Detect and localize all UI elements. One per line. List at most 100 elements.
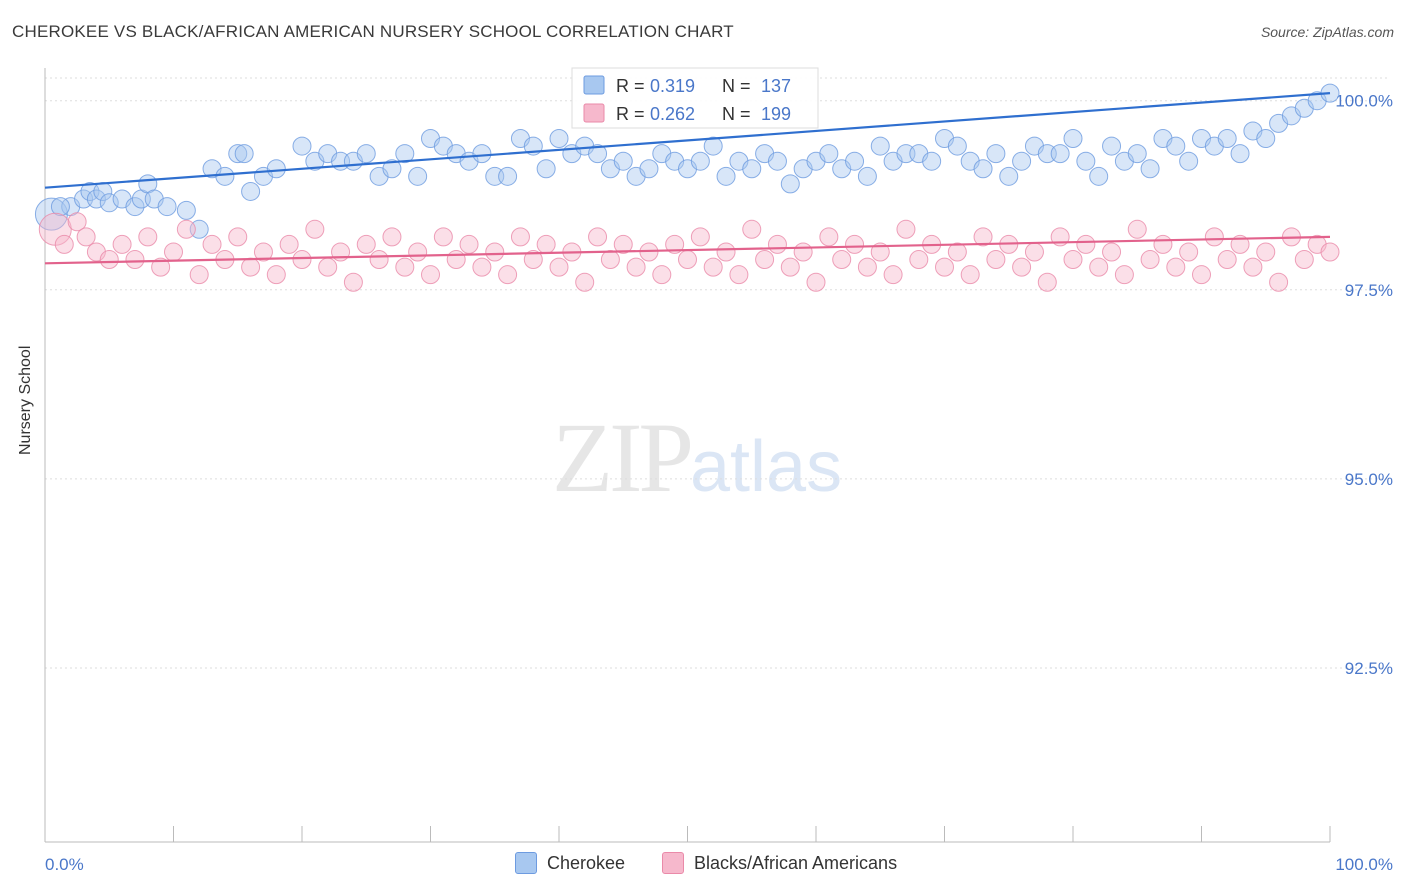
data-point-cherokee: [588, 144, 608, 164]
data-point-blacks: [1204, 227, 1224, 247]
data-point-blacks: [523, 250, 543, 270]
data-point-blacks: [780, 257, 800, 277]
data-point-cherokee: [408, 166, 428, 186]
data-point-cherokee: [780, 174, 800, 194]
data-point-cherokee: [382, 159, 402, 179]
stats-legend-swatch: [583, 103, 605, 123]
data-point-blacks: [138, 227, 158, 247]
data-point-cherokee: [613, 151, 633, 171]
data-point-cherokee: [215, 166, 235, 186]
data-point-blacks: [1076, 234, 1096, 254]
data-point-cherokee: [176, 200, 196, 220]
y-tick-label: 97.5%: [1345, 281, 1393, 300]
data-point-blacks: [896, 219, 916, 239]
data-point-blacks: [408, 242, 428, 262]
data-point-blacks: [292, 250, 312, 270]
data-point-cherokee: [234, 144, 254, 164]
data-point-blacks: [446, 250, 466, 270]
data-point-cherokee: [549, 129, 569, 149]
data-point-blacks: [343, 272, 363, 292]
stats-legend-box: [571, 67, 819, 129]
data-point-blacks: [870, 242, 890, 262]
data-point-blacks: [960, 265, 980, 285]
watermark-zip: ZIP: [552, 402, 694, 513]
data-point-blacks: [1179, 242, 1199, 262]
data-point-blacks: [99, 250, 119, 270]
data-point-cherokee: [241, 181, 261, 201]
data-point-blacks: [652, 265, 672, 285]
x-tick-label: 0.0%: [45, 855, 84, 874]
data-point-blacks: [369, 250, 389, 270]
data-point-blacks: [549, 257, 569, 277]
data-point-blacks: [112, 234, 132, 254]
data-point-blacks: [176, 219, 196, 239]
data-point-blacks: [1140, 250, 1160, 270]
data-point-blacks: [228, 227, 248, 247]
data-point-blacks: [189, 265, 209, 285]
data-point-blacks: [1243, 257, 1263, 277]
data-point-blacks: [935, 257, 954, 277]
data-point-blacks: [1217, 250, 1237, 270]
data-point-blacks: [755, 250, 775, 270]
stats-legend-r-value: 0.319: [650, 76, 695, 96]
data-point-blacks: [125, 250, 145, 270]
data-point-blacks: [54, 234, 74, 254]
data-point-blacks: [845, 234, 865, 254]
data-point-blacks: [973, 227, 993, 247]
data-point-cherokee: [742, 159, 762, 179]
data-point-blacks: [1294, 250, 1314, 270]
data-point-blacks: [382, 227, 402, 247]
data-point-cherokee: [50, 197, 70, 217]
legend-item-blacks[interactable]: Blacks/African Americans: [662, 852, 897, 874]
data-point-cherokee: [857, 166, 877, 186]
data-point-blacks: [1063, 250, 1083, 270]
data-point-blacks: [253, 242, 273, 262]
stats-legend-n-value: 199: [761, 104, 791, 124]
data-point-cherokee: [157, 197, 177, 217]
y-tick-label: 92.5%: [1345, 659, 1393, 678]
data-point-blacks: [1012, 257, 1032, 277]
data-point-blacks: [857, 257, 877, 277]
data-point-blacks: [1320, 242, 1340, 262]
data-point-cherokee: [498, 166, 518, 186]
data-point-blacks: [1089, 257, 1109, 277]
data-point-cherokee: [356, 144, 376, 164]
data-point-blacks: [690, 227, 710, 247]
data-point-blacks: [806, 272, 826, 292]
data-point-blacks: [1024, 242, 1044, 262]
data-point-blacks: [67, 212, 87, 232]
stats-legend-n-label: N =: [722, 104, 751, 124]
data-point-blacks: [1192, 265, 1211, 285]
data-point-cherokee: [266, 159, 286, 179]
legend-label-blacks: Blacks/African Americans: [694, 852, 898, 873]
data-point-blacks: [241, 257, 261, 277]
data-point-blacks: [626, 257, 646, 277]
data-point-blacks: [151, 257, 171, 277]
stats-legend-n-label: N =: [722, 76, 751, 96]
data-point-cherokee: [986, 144, 1006, 164]
watermark: ZIPatlas: [552, 400, 842, 515]
data-point-cherokee: [292, 136, 312, 156]
watermark-atlas: atlas: [690, 427, 843, 507]
data-point-cherokee: [690, 151, 710, 171]
data-point-blacks: [742, 219, 762, 239]
data-point-cherokee: [86, 189, 106, 209]
data-point-blacks: [767, 234, 787, 254]
legend-item-cherokee[interactable]: Cherokee: [515, 852, 625, 874]
data-point-blacks: [1037, 272, 1057, 292]
data-point-cherokee: [1076, 151, 1096, 171]
data-point-cherokee: [1230, 144, 1250, 164]
data-point-cherokee: [1256, 129, 1276, 149]
data-point-cherokee: [228, 144, 248, 164]
data-point-blacks: [575, 272, 595, 292]
data-point-blacks: [947, 242, 967, 262]
legend-swatch-blacks: [662, 852, 684, 874]
data-point-blacks: [909, 250, 929, 270]
data-point-cherokee: [536, 159, 556, 179]
data-point-cherokee: [1179, 151, 1199, 171]
stats-legend-swatch: [583, 75, 605, 95]
legend-label-cherokee: Cherokee: [547, 852, 626, 873]
data-point-blacks: [678, 250, 697, 270]
data-point-blacks: [266, 265, 286, 285]
